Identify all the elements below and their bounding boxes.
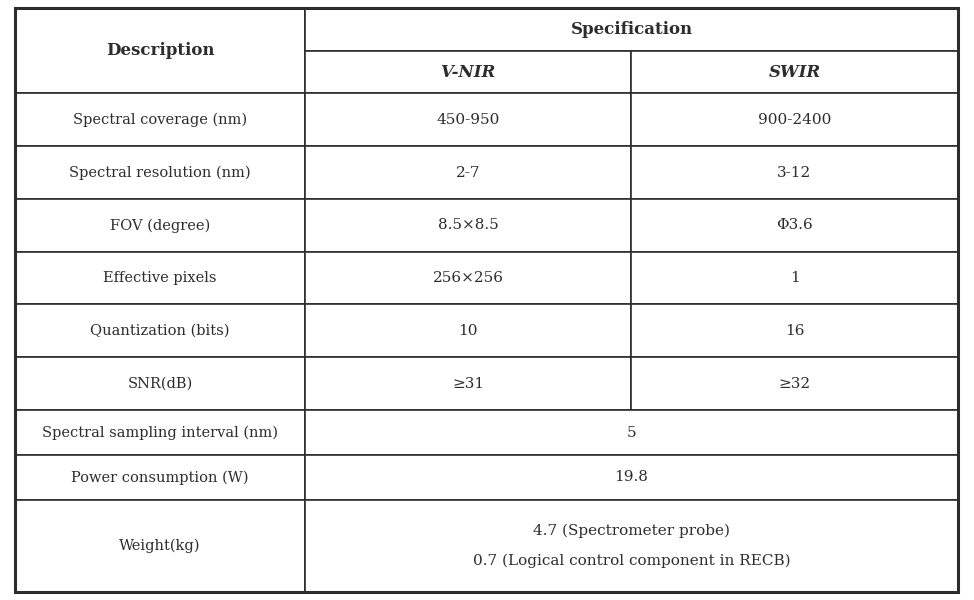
Text: 8.5×8.5: 8.5×8.5 (437, 218, 499, 232)
Bar (631, 252, 958, 304)
Text: Effective pixels: Effective pixels (103, 271, 217, 285)
Bar (305, 8, 958, 50)
Text: SWIR: SWIR (768, 64, 821, 80)
Bar (15, 8, 305, 94)
Bar (15, 500, 305, 592)
Bar (305, 252, 631, 304)
Text: Weight(kg): Weight(kg) (119, 539, 201, 553)
Bar (305, 50, 631, 94)
Text: 19.8: 19.8 (615, 470, 649, 484)
Bar (305, 455, 958, 500)
Text: ≥31: ≥31 (452, 377, 484, 391)
Text: 2-7: 2-7 (456, 166, 480, 179)
Bar (15, 410, 305, 455)
Text: Spectral sampling interval (nm): Spectral sampling interval (nm) (42, 425, 278, 440)
Text: Power consumption (W): Power consumption (W) (71, 470, 248, 485)
Bar (15, 146, 305, 199)
Bar (305, 500, 958, 592)
Text: 4.7 (Spectrometer probe): 4.7 (Spectrometer probe) (533, 524, 730, 538)
Text: 900-2400: 900-2400 (758, 113, 831, 127)
Bar (15, 94, 305, 146)
Text: FOV (degree): FOV (degree) (110, 218, 210, 233)
Bar (631, 199, 958, 252)
Bar (15, 252, 305, 304)
Text: 450-950: 450-950 (436, 113, 500, 127)
Bar (305, 410, 958, 455)
Bar (15, 304, 305, 357)
Text: 1: 1 (790, 271, 800, 285)
Text: V-NIR: V-NIR (440, 64, 496, 80)
Bar (15, 199, 305, 252)
Bar (305, 304, 631, 357)
Text: Φ3.6: Φ3.6 (776, 218, 813, 232)
Text: SNR(dB): SNR(dB) (128, 377, 193, 391)
Text: Spectral resolution (nm): Spectral resolution (nm) (69, 166, 251, 180)
Text: 0.7 (Logical control component in RECB): 0.7 (Logical control component in RECB) (472, 553, 790, 568)
Text: Quantization (bits): Quantization (bits) (91, 324, 230, 338)
Bar (631, 146, 958, 199)
Bar (305, 357, 631, 410)
Bar (631, 357, 958, 410)
Bar (305, 146, 631, 199)
Text: Specification: Specification (571, 21, 693, 38)
Text: 10: 10 (458, 324, 478, 338)
Bar (15, 455, 305, 500)
Bar (631, 304, 958, 357)
Bar (305, 199, 631, 252)
Text: 256×256: 256×256 (432, 271, 504, 285)
Text: 5: 5 (626, 425, 636, 440)
Bar (305, 94, 631, 146)
Text: Spectral coverage (nm): Spectral coverage (nm) (73, 113, 247, 127)
Bar (631, 50, 958, 94)
Bar (15, 357, 305, 410)
Text: 16: 16 (785, 324, 805, 338)
Bar (631, 94, 958, 146)
Text: 3-12: 3-12 (777, 166, 811, 179)
Text: Description: Description (106, 42, 214, 59)
Text: ≥32: ≥32 (778, 377, 810, 391)
